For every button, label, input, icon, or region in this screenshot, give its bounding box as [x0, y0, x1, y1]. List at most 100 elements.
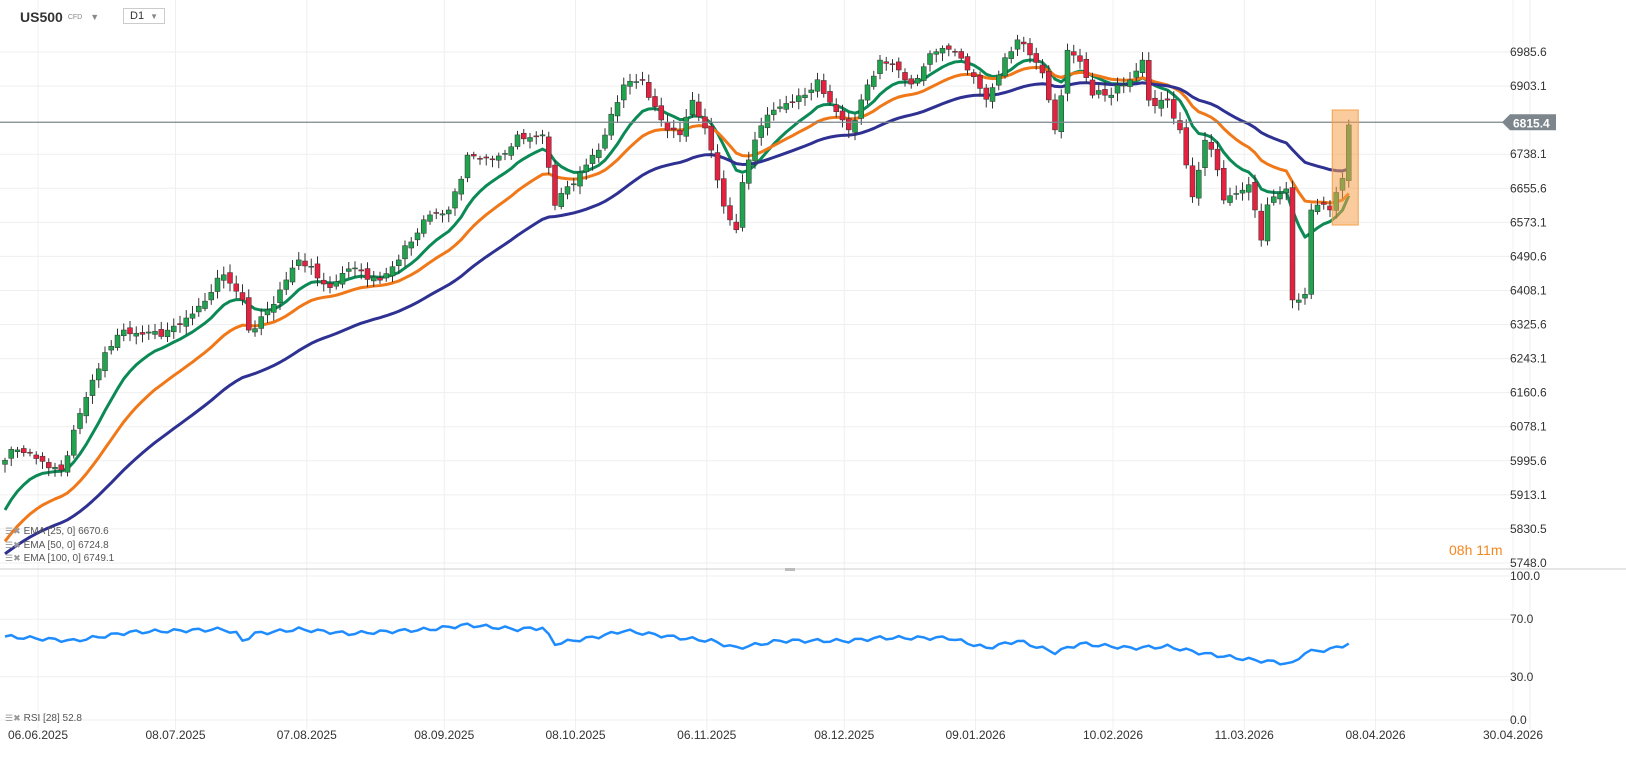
y-tick-label: 6985.6 [1510, 45, 1547, 59]
settings-close-icon[interactable]: ☰✖ [5, 713, 21, 723]
candle-up [814, 79, 821, 92]
symbol-selector[interactable]: US500 CFD ▼ [20, 9, 99, 25]
candle-up [1227, 195, 1233, 203]
candle-up [414, 232, 421, 241]
y-tick-label: 5830.5 [1510, 522, 1547, 536]
candle-up [802, 94, 808, 98]
legend-ema-100[interactable]: ☰✖ EMA [100, 0] 6749.1 [5, 553, 114, 564]
candle-up [346, 268, 352, 272]
x-tick-label: 10.02.2026 [1083, 728, 1143, 742]
candle-down [139, 332, 146, 335]
candle-down [521, 132, 527, 140]
candle-down [546, 136, 552, 168]
legend-label: EMA [100, 0] 6749.1 [23, 553, 115, 564]
candle-down [1214, 148, 1221, 171]
ema-line-100 [4, 81, 1350, 555]
candle-down [1052, 99, 1058, 131]
candle-up [1302, 294, 1308, 299]
candle-up [308, 265, 314, 268]
rsi-line [4, 622, 1350, 666]
rsi-tick-label: 70.0 [1510, 612, 1534, 626]
candle-down [846, 118, 852, 131]
candle-up [558, 193, 564, 207]
timeframe-select[interactable]: D1 ▼ [123, 8, 165, 24]
candle-up [1064, 49, 1071, 94]
candle-down [1027, 43, 1033, 56]
candle-down [827, 91, 833, 103]
x-tick-label: 09.01.2026 [945, 728, 1005, 742]
candle-up [1233, 193, 1239, 195]
legend-ema-50[interactable]: ☰✖ EMA [50, 0] 6724.8 [5, 540, 109, 551]
candle-up [627, 80, 633, 87]
candle-down [246, 297, 252, 331]
candle-down [21, 448, 27, 454]
candle-down [1289, 187, 1296, 301]
candle-up [1058, 95, 1064, 132]
candle-down [964, 56, 971, 71]
candle-up [864, 84, 871, 101]
candle-up [283, 279, 289, 290]
candle-up [383, 273, 389, 279]
chevron-down-icon: ▼ [90, 12, 100, 22]
settings-close-icon[interactable]: ☰✖ [5, 526, 21, 536]
candle-up [783, 103, 789, 110]
ema-lines [3, 58, 1351, 555]
candle-up [83, 397, 89, 417]
candle-up [808, 89, 814, 93]
legend-ema-25[interactable]: ☰✖ EMA [25, 0] 6670.6 [5, 526, 109, 537]
candle-up [1314, 204, 1321, 213]
candle-down [127, 327, 133, 335]
candle-down [177, 323, 183, 325]
candle-up [464, 154, 471, 179]
settings-close-icon[interactable]: ☰✖ [5, 540, 21, 550]
candle-up [171, 325, 177, 333]
candle-down [977, 74, 983, 89]
legend-rsi[interactable]: ☰✖ RSI [28] 52.8 [5, 713, 82, 724]
candle-up [1008, 51, 1014, 59]
y-tick-label: 6655.6 [1510, 181, 1547, 195]
candle-up [446, 209, 452, 215]
candle-down [364, 268, 371, 280]
candle-up [683, 116, 689, 137]
candle-up [271, 303, 277, 313]
candle-down [302, 260, 308, 267]
candle-up [1139, 59, 1146, 73]
y-tick-label: 6573.1 [1510, 215, 1547, 229]
candle-down [158, 329, 164, 337]
candle-up [871, 75, 877, 87]
candle-down [1089, 79, 1096, 96]
rsi-tick-label: 30.0 [1510, 670, 1534, 684]
x-tick-label: 08.09.2025 [414, 728, 474, 742]
candle-up [333, 281, 339, 287]
candle-up [258, 316, 264, 329]
settings-close-icon[interactable]: ☰✖ [5, 553, 21, 563]
candle-down [1046, 70, 1052, 101]
candles [2, 34, 1352, 477]
candle-up [71, 429, 77, 456]
candle-up [633, 81, 639, 83]
x-tick-label: 11.03.2026 [1215, 728, 1274, 742]
x-tick-label: 07.08.2025 [277, 728, 337, 742]
candle-down [533, 135, 539, 138]
candle-up [764, 114, 771, 129]
candle-down [1208, 141, 1214, 150]
candle-down [471, 154, 477, 157]
candle-timer: 08h 11m [1449, 542, 1503, 558]
candle-up [608, 113, 614, 136]
candle-up [1127, 79, 1133, 87]
candle-up [796, 95, 802, 102]
y-tick-label: 6078.1 [1510, 420, 1547, 434]
panel-resize-handle [785, 568, 795, 571]
candle-up [1114, 84, 1121, 94]
candle-down [1152, 97, 1158, 107]
candle-up [739, 182, 746, 228]
candle-down [1039, 64, 1046, 74]
y-tick-label: 5748.0 [1510, 556, 1547, 570]
candle-down [327, 283, 333, 288]
candle-down [652, 96, 658, 107]
candle-down [677, 130, 683, 136]
legend-label: EMA [50, 0] 6724.8 [23, 540, 109, 551]
candle-up [277, 289, 283, 303]
candle-up [583, 164, 589, 172]
